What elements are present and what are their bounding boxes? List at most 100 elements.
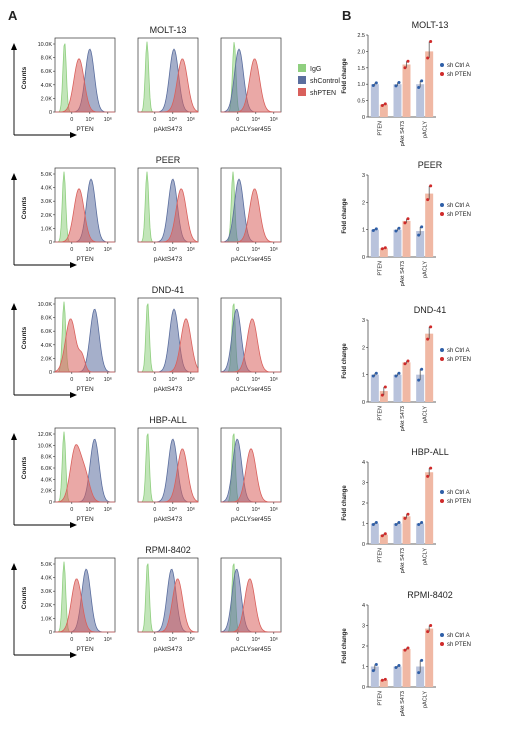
bar-chart-panel: DND-41 0 1 2 3 Fold change PTEN pAkt S473 pACLY s… xyxy=(342,305,471,431)
x-tick-label: 10⁴ xyxy=(252,506,261,513)
legend-label-ctrl: sh Ctrl A xyxy=(447,348,470,354)
x-tick-label: 10⁶ xyxy=(187,246,195,253)
legend-dot-pten xyxy=(440,642,444,646)
y-axis-arrow-head xyxy=(11,433,17,440)
x-tick-label: 10⁶ xyxy=(104,116,112,123)
x-axis-label: pAktS473 xyxy=(154,516,183,523)
cell-line-title: PEER xyxy=(156,155,181,165)
bar-chart-panel: HBP-ALL 0 1 2 3 4 Fold change PTEN pAkt S473 pACL… xyxy=(342,447,471,573)
y-tick-label: 2.0 xyxy=(357,49,365,55)
x-axis-label: pACLYser455 xyxy=(231,126,271,133)
histogram-series-shpten xyxy=(138,188,199,243)
legend-label-pten: sh PTEN xyxy=(447,642,471,648)
histogram-series-shpten xyxy=(55,58,115,113)
category-label: pAkt S473 xyxy=(400,261,406,286)
x-tick-label: 10⁶ xyxy=(104,506,112,513)
y-tick-label: 5.0K xyxy=(41,172,53,178)
histogram-series-shpten xyxy=(54,318,115,373)
flow-histogram-panel: 0 10⁴ 10⁶ pACLYser455 xyxy=(220,37,282,133)
y-axis-arrow-head xyxy=(11,43,17,50)
y-axis-label: Counts xyxy=(21,586,28,609)
x-tick-label: 10⁴ xyxy=(169,376,178,383)
bar xyxy=(393,523,402,544)
bar xyxy=(370,229,379,257)
x-tick-label: 10⁶ xyxy=(104,636,112,643)
x-tick-label: 0 xyxy=(153,117,156,123)
bar xyxy=(393,374,402,402)
data-point xyxy=(429,466,433,470)
data-point xyxy=(374,371,378,375)
data-point xyxy=(383,385,387,389)
data-point xyxy=(380,247,384,251)
data-point xyxy=(383,532,387,536)
y-axis-arrow-head xyxy=(11,563,17,570)
x-axis-label: pAktS473 xyxy=(154,256,183,263)
bar xyxy=(425,51,434,117)
x-tick-label: 0 xyxy=(153,247,156,253)
legend-swatch-igg xyxy=(298,64,306,72)
category-label: pAkt S473 xyxy=(400,548,406,573)
y-tick-label: 0 xyxy=(362,115,365,121)
y-tick-label: 0 xyxy=(49,110,52,116)
histogram-series-shpten xyxy=(221,578,281,633)
data-point xyxy=(394,374,398,378)
y-axis-label: Fold change xyxy=(342,485,348,521)
legend-swatch-shcontrol xyxy=(298,76,306,84)
data-point xyxy=(403,648,407,652)
y-tick-label: 1 xyxy=(362,228,365,234)
bar xyxy=(416,523,425,544)
flow-histogram-panel: 0 10⁴ 10⁶ pACLYser455 xyxy=(220,297,282,393)
x-axis-label: PTEN xyxy=(76,126,94,133)
y-tick-label: 3 xyxy=(362,624,365,630)
histogram-series-shpten xyxy=(55,188,115,243)
x-tick-label: 0 xyxy=(70,637,73,643)
flow-histogram-panel: 0 10⁴ 10⁶ pACLYser455 xyxy=(220,557,282,653)
x-tick-label: 10⁶ xyxy=(187,116,195,123)
bar xyxy=(402,362,411,402)
x-axis-label: PTEN xyxy=(76,256,94,263)
bar xyxy=(402,64,411,117)
bar xyxy=(370,84,379,117)
bar xyxy=(379,104,388,117)
x-tick-label: 10⁴ xyxy=(86,246,95,253)
y-axis-label: Fold change xyxy=(342,198,348,234)
flow-histogram-panel: 0 10⁴ 10⁶PTEN02.0K4.0K6.0K8.0K10.0K12.0KCo… xyxy=(11,427,116,528)
data-point xyxy=(394,523,398,527)
bar xyxy=(425,472,434,544)
x-tick-label: 10⁴ xyxy=(252,246,261,253)
data-point xyxy=(417,523,421,527)
y-tick-label: 10.0K xyxy=(38,42,53,48)
y-tick-label: 2 xyxy=(362,501,365,507)
y-axis-label: Counts xyxy=(21,456,28,479)
legend-label-shpten: shPTEN xyxy=(310,90,336,97)
y-tick-label: 0 xyxy=(362,255,365,261)
data-point xyxy=(394,666,398,670)
y-tick-label: 0 xyxy=(49,500,52,506)
data-point xyxy=(371,669,375,673)
data-point xyxy=(397,371,401,375)
x-tick-label: 10⁴ xyxy=(169,246,178,253)
bar-chart-panel: MOLT-13 0 0.5 1.0 1.5 2.0 2.5 Fold change PTEN pA… xyxy=(342,20,471,146)
bar xyxy=(370,666,379,687)
y-axis-label: Fold change xyxy=(342,343,348,379)
cell-line-title: RPMI-8402 xyxy=(145,545,191,555)
data-point xyxy=(420,658,424,662)
data-point xyxy=(429,325,433,329)
bar xyxy=(393,84,402,117)
histogram-series-shpten xyxy=(221,188,281,243)
y-tick-label: 6.0K xyxy=(41,466,53,472)
y-tick-label: 0 xyxy=(362,685,365,691)
legend-label-ctrl: sh Ctrl A xyxy=(447,490,470,496)
x-tick-label: 0 xyxy=(153,507,156,513)
x-axis-arrow-head xyxy=(70,262,77,268)
bar xyxy=(416,84,425,117)
flow-legend: IgG shControl shPTEN xyxy=(298,64,340,97)
legend-dot-pten xyxy=(440,499,444,503)
category-label: pAkt S473 xyxy=(400,121,406,146)
data-point xyxy=(406,59,410,63)
data-point xyxy=(420,367,424,371)
y-tick-label: 3.0K xyxy=(41,589,53,595)
y-tick-label: 6.0K xyxy=(41,69,53,75)
legend-label-pten: sh PTEN xyxy=(447,499,471,505)
